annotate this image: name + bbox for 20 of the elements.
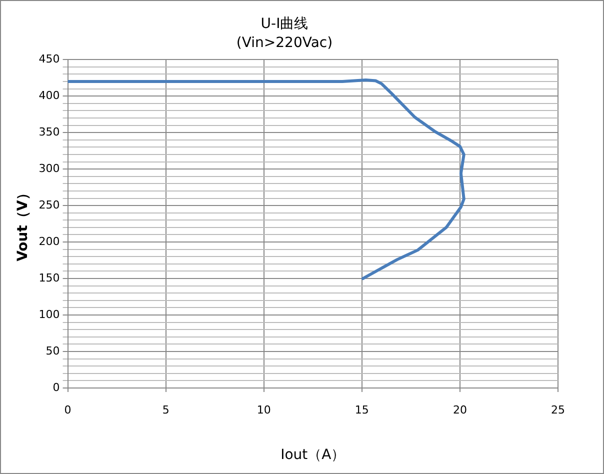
y-axis-title: Vout（V）	[15, 186, 32, 262]
x-tick-label: 20	[452, 403, 467, 416]
x-tick-label: 25	[551, 403, 565, 416]
y-tick-label: 250	[38, 198, 60, 212]
y-tick-label: 0	[52, 380, 60, 394]
y-tick-label: 350	[38, 125, 60, 138]
x-tick-label: 0	[64, 403, 72, 416]
y-tick-label: 150	[38, 271, 60, 284]
chart-subtitle: (Vin>220Vac)	[236, 34, 333, 51]
x-tick-label: 10	[256, 403, 271, 416]
y-tick-label: 50	[46, 344, 60, 358]
chart-title: U-I曲线	[260, 16, 308, 32]
y-tick-label: 450	[38, 52, 60, 66]
x-axis-title: Iout（A）	[280, 447, 346, 464]
y-tick-label: 100	[38, 308, 60, 321]
y-tick-label: 300	[38, 162, 60, 175]
y-tick-label: 200	[38, 234, 60, 248]
x-tick-label: 5	[162, 403, 170, 416]
x-tick-label: 15	[354, 403, 369, 416]
y-tick-label: 400	[38, 88, 60, 102]
